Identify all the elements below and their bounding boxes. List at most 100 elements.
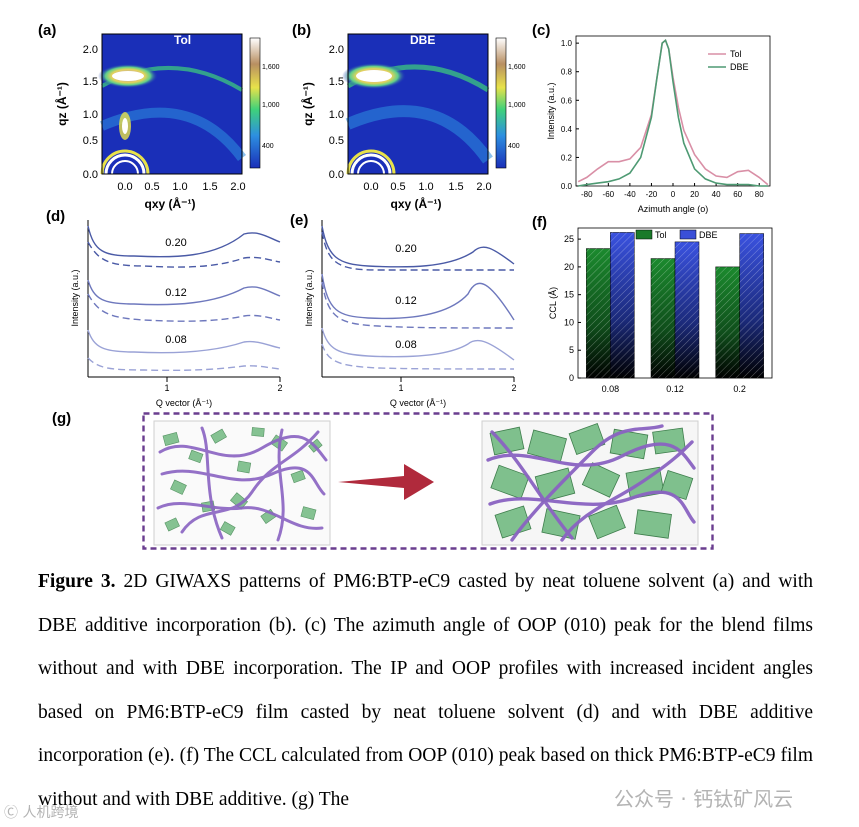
x-tick: 2.0 bbox=[230, 181, 245, 193]
panel-e-profiles: 0.20 0.12 0.08 1 2 Q vector (Å⁻¹) Intens… bbox=[304, 220, 517, 408]
panel-b-giwaxs: DBE 1,600 1,000 400 0.0 0.5 1.0 1.5 2.0 … bbox=[300, 33, 526, 211]
x-tick: 2 bbox=[511, 383, 516, 393]
y-axis-label: Intensity (a.u.) bbox=[546, 82, 556, 139]
x-tick-label: 80 bbox=[755, 190, 764, 199]
x-tick: 0.5 bbox=[144, 181, 159, 193]
cbar-tick: 400 bbox=[508, 143, 520, 150]
curve-label: 0.20 bbox=[395, 243, 416, 255]
series-line-dbe bbox=[578, 38, 768, 187]
y-axis-label: Intensity (a.u.) bbox=[304, 269, 314, 326]
y-tick-label: 0.8 bbox=[561, 68, 573, 77]
panel-a-title: Tol bbox=[174, 33, 191, 47]
cbar-tick: 1,000 bbox=[508, 102, 526, 109]
y-tick-label: 5 bbox=[569, 345, 574, 355]
curve-label: 0.20 bbox=[165, 237, 186, 249]
caption-text: 2D GIWAXS patterns of PM6:BTP-eC9 casted… bbox=[38, 571, 814, 810]
y-axis-label: qz (Å⁻¹) bbox=[54, 82, 69, 126]
panel-b-title: DBE bbox=[410, 33, 435, 47]
bar-hatch bbox=[675, 241, 699, 378]
x-tick-label: 0.12 bbox=[666, 384, 684, 394]
x-tick: 1.0 bbox=[418, 181, 433, 193]
curve-label: 0.08 bbox=[165, 334, 186, 346]
legend-swatch bbox=[679, 229, 697, 240]
x-tick-label: -20 bbox=[646, 190, 658, 199]
x-tick-label: 20 bbox=[690, 190, 699, 199]
panel-a-label: (a) bbox=[38, 22, 57, 39]
y-tick-label: 0.6 bbox=[561, 96, 573, 105]
y-tick-label: 20 bbox=[564, 262, 574, 272]
bar-hatch bbox=[739, 233, 764, 378]
arrow-icon bbox=[338, 464, 434, 500]
azimuth-chart: 0.0 0.2 0.4 0.6 0.8 1.0 -80 -60 -40 -20 0 20 40 60 80 A… bbox=[546, 35, 771, 214]
heatmap-area bbox=[102, 34, 242, 174]
y-axis-label: qz (Å⁻¹) bbox=[300, 82, 315, 126]
x-tick: 1.5 bbox=[448, 181, 463, 193]
x-axis-label: Azimuth angle (o) bbox=[638, 204, 709, 214]
y-tick-label: 0 bbox=[569, 373, 574, 383]
legend-swatch bbox=[635, 229, 653, 240]
x-tick: 1 bbox=[164, 383, 169, 393]
y-tick: 0.5 bbox=[83, 135, 98, 147]
x-tick-label: 0 bbox=[671, 190, 676, 199]
panel-e-label: (e) bbox=[290, 212, 309, 229]
bar-hatch bbox=[610, 232, 635, 378]
y-tick-label: 25 bbox=[564, 234, 574, 244]
panel-g-schematic bbox=[142, 412, 714, 550]
x-tick-label: 0.2 bbox=[733, 384, 746, 394]
panel-a-giwaxs: Tol 1,600 1,000 400 0.0 0.5 1.0 1.5 2.0 … bbox=[54, 33, 280, 211]
y-tick: 1.5 bbox=[83, 76, 98, 88]
x-tick: 2 bbox=[277, 383, 282, 393]
x-tick: 1.5 bbox=[202, 181, 217, 193]
colorbar bbox=[495, 37, 507, 169]
y-tick: 1.0 bbox=[329, 109, 344, 121]
panel-d-profiles: 0.20 0.12 0.08 1 2 Q vector (Å⁻¹) Intens… bbox=[70, 220, 283, 408]
y-tick: 1.5 bbox=[329, 76, 344, 88]
curve-label: 0.12 bbox=[395, 295, 416, 307]
x-tick: 2.0 bbox=[476, 181, 491, 193]
x-tick-label: 60 bbox=[733, 190, 742, 199]
x-tick: 1.0 bbox=[172, 181, 187, 193]
x-tick-label: 40 bbox=[712, 190, 721, 199]
cbar-tick: 1,000 bbox=[262, 102, 280, 109]
ccl-bar-chart: 0 5 10 15 20 25 CCL (Å) 0.08 0.12 0.2 Tol DBE bbox=[548, 227, 773, 394]
cbar-tick: 1,600 bbox=[262, 64, 280, 71]
heatmap-area bbox=[348, 34, 488, 174]
x-axis-label: qxy (Å⁻¹) bbox=[391, 196, 442, 211]
panel-d-label: (d) bbox=[46, 208, 66, 225]
legend-label: DBE bbox=[730, 62, 749, 72]
y-tick-label: 10 bbox=[564, 317, 574, 327]
bar-hatch bbox=[586, 248, 611, 378]
x-axis-label: qxy (Å⁻¹) bbox=[145, 196, 196, 211]
curve-label: 0.08 bbox=[395, 339, 416, 351]
watermark-left: Ⓒ 人机跨境 bbox=[4, 805, 79, 821]
watermark-right: 公众号 · 钙钛矿风云 bbox=[614, 787, 794, 811]
x-axis-label: Q vector (Å⁻¹) bbox=[390, 398, 446, 408]
y-tick: 1.0 bbox=[83, 109, 98, 121]
y-axis-label: Intensity (a.u.) bbox=[70, 269, 80, 326]
colorbar bbox=[249, 37, 261, 169]
x-tick-label: -60 bbox=[603, 190, 615, 199]
y-axis-label: CCL (Å) bbox=[548, 287, 558, 319]
y-tick: 2.0 bbox=[83, 44, 98, 56]
y-tick: 2.0 bbox=[329, 44, 344, 56]
y-tick-label: 15 bbox=[564, 290, 574, 300]
cbar-tick: 400 bbox=[262, 143, 274, 150]
y-tick: 0.0 bbox=[329, 169, 344, 181]
y-tick: 0.0 bbox=[83, 169, 98, 181]
y-tick-label: 0.4 bbox=[561, 125, 573, 134]
panel-c-label: (c) bbox=[532, 22, 551, 39]
cbar-tick: 1,600 bbox=[508, 64, 526, 71]
panel-g-label: (g) bbox=[52, 410, 72, 427]
x-tick: 0.0 bbox=[117, 181, 132, 193]
x-tick-label: -40 bbox=[624, 190, 636, 199]
y-tick-label: 1.0 bbox=[561, 39, 573, 48]
figure-caption: Figure 3. 2D GIWAXS patterns of PM6:BTP-… bbox=[38, 560, 813, 821]
panel-f-label: (f) bbox=[532, 214, 547, 231]
y-tick-label: 0.2 bbox=[561, 153, 573, 162]
x-tick-label: 0.08 bbox=[602, 384, 620, 394]
legend-label: Tol bbox=[730, 49, 742, 59]
x-axis-label: Q vector (Å⁻¹) bbox=[156, 398, 212, 408]
curve-label: 0.12 bbox=[165, 287, 186, 299]
x-tick: 0.5 bbox=[390, 181, 405, 193]
legend-label: DBE bbox=[699, 230, 718, 240]
